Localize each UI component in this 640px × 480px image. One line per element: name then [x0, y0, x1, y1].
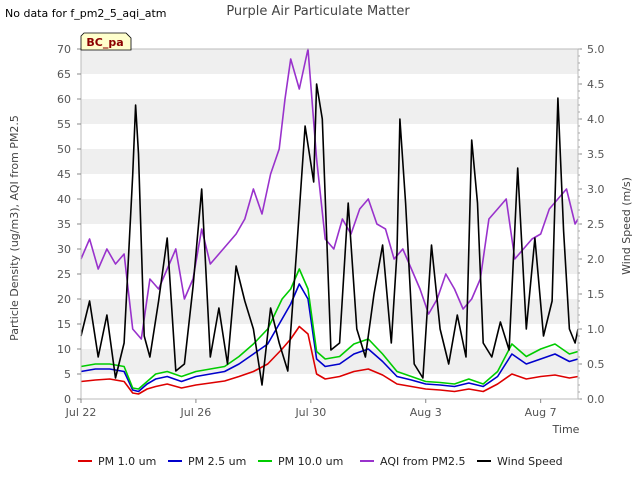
y-left-tick-label: 25 [57, 268, 71, 281]
legend-label: Wind Speed [497, 455, 563, 468]
y-right-tick-label: 0.0 [587, 393, 605, 406]
x-axis-ticks: Jul 22 Jul 26 Jul 30 Aug 3 Aug 7 [65, 399, 557, 419]
y-left-tick-label: 60 [57, 93, 71, 106]
series-line-wind-speed [80, 83, 579, 386]
y-left-tick-label: 35 [57, 218, 71, 231]
y-left-tick-label: 70 [57, 43, 71, 56]
y-axis-left-label: Particle Density (ug/m3), AQI from PM2.5 [8, 115, 21, 341]
legend-label: PM 10.0 um [278, 455, 343, 468]
y-right-tick-label: 5.0 [587, 43, 605, 56]
legend-label: AQI from PM2.5 [380, 455, 465, 468]
legend: PM 1.0 um PM 2.5 um PM 10.0 um AQI from PM2… [78, 455, 563, 468]
grid-band [81, 49, 578, 74]
x-tick-label: Jul 30 [294, 406, 326, 419]
y-left-tick-label: 40 [57, 193, 71, 206]
grid-band [81, 249, 578, 274]
series-line-pm-10-0-um [80, 268, 579, 390]
y-right-tick-label: 2.5 [587, 218, 605, 231]
x-tick-label: Jul 22 [65, 406, 97, 419]
y-left-tick-label: 0 [64, 393, 71, 406]
y-left-tick-label: 55 [57, 118, 71, 131]
y-right-tick-label: 1.5 [587, 288, 605, 301]
y-left-tick-label: 20 [57, 293, 71, 306]
site-label-box: BC_pa [80, 32, 132, 51]
y-left-tick-label: 15 [57, 318, 71, 331]
x-axis-label: Time [552, 423, 580, 436]
grid-band [81, 349, 578, 374]
chart-title: Purple Air Particulate Matter [226, 4, 410, 19]
y-left-tick-label: 45 [57, 168, 71, 181]
x-tick-label: Jul 26 [180, 406, 212, 419]
y-axis-right-label: Wind Speed (m/s) [620, 177, 633, 275]
series-line-aqi-from-pm2-5 [80, 48, 579, 340]
y-right-tick-label: 3.5 [587, 148, 605, 161]
y-left-tick-label: 10 [57, 343, 71, 356]
y-right-tick-label: 4.5 [587, 78, 605, 91]
y-right-tick-label: 4.0 [587, 113, 605, 126]
y-left-tick-label: 30 [57, 243, 71, 256]
site-label: BC_pa [86, 36, 123, 49]
y-left-tick-label: 65 [57, 68, 71, 81]
y-right-tick-label: 1.0 [587, 323, 605, 336]
plot-lines [80, 48, 579, 395]
x-tick-label: Aug 3 [410, 406, 442, 419]
y-axis-left-ticks: 0 5 10 15 20 25 30 35 40 45 50 55 60 65 70 [57, 43, 81, 406]
y-right-tick-label: 0.5 [587, 358, 605, 371]
grid-band [81, 149, 578, 174]
legend-label: PM 1.0 um [98, 455, 156, 468]
grid-bands [81, 49, 578, 374]
x-tick-label: Aug 7 [525, 406, 557, 419]
y-left-tick-label: 50 [57, 143, 71, 156]
legend-label: PM 2.5 um [188, 455, 246, 468]
y-axis-right-ticks: 0.0 0.5 1.0 1.5 2.0 2.5 3.0 3.5 4.0 4.5 5.0 [578, 43, 605, 406]
series-line-pm-2-5-um [80, 283, 579, 393]
y-left-tick-label: 5 [64, 368, 71, 381]
corner-note: No data for f_pm2_5_aqi_atm [5, 7, 166, 20]
series-line-pm-1-0-um [80, 325, 579, 395]
grid-band [81, 99, 578, 124]
y-right-tick-label: 3.0 [587, 183, 605, 196]
y-right-tick-label: 2.0 [587, 253, 605, 266]
